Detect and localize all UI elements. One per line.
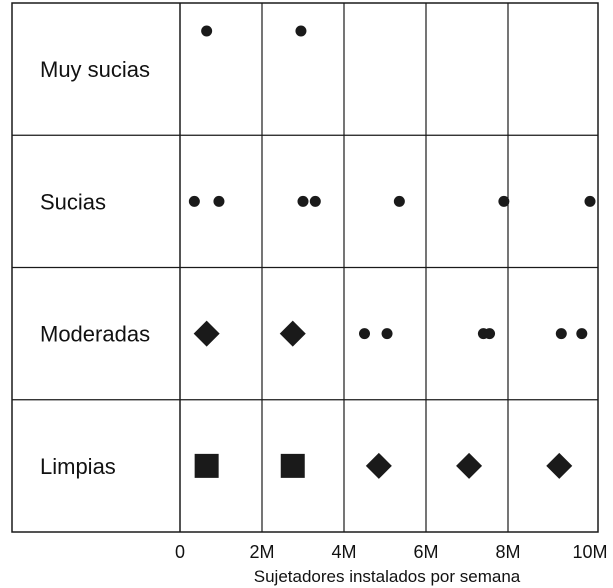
- data-point-circle: [213, 195, 225, 207]
- x-tick-label: 8M: [495, 542, 520, 562]
- category-label: Muy sucias: [40, 57, 150, 82]
- data-point-circle: [295, 25, 307, 37]
- data-point-diamond: [193, 320, 220, 347]
- data-point-circle: [555, 328, 567, 340]
- x-axis-label: Sujetadores instalados por semana: [254, 567, 521, 586]
- data-points: [188, 25, 596, 479]
- data-point-circle: [576, 328, 588, 340]
- data-point-circle: [188, 195, 200, 207]
- data-point-diamond: [279, 320, 306, 347]
- category-label: Sucias: [40, 189, 106, 214]
- data-point-square: [194, 453, 219, 478]
- category-label: Limpias: [40, 454, 116, 479]
- data-point-circle: [484, 328, 496, 340]
- x-tick-label: 0: [175, 542, 185, 562]
- x-tick-label: 4M: [331, 542, 356, 562]
- data-point-circle: [381, 328, 393, 340]
- data-point-diamond: [456, 452, 483, 479]
- chart-grid: [11, 2, 599, 533]
- data-point-square: [280, 453, 305, 478]
- x-tick-label: 6M: [413, 542, 438, 562]
- x-axis-ticks: 0 2M 4M 6M 8M 10M: [175, 542, 608, 562]
- category-label: Moderadas: [40, 322, 150, 347]
- data-point-diamond: [365, 452, 392, 479]
- data-point-circle: [393, 195, 405, 207]
- data-point-circle: [498, 195, 510, 207]
- data-point-circle: [309, 195, 321, 207]
- category-labels: Muy sucias Sucias Moderadas Limpias: [40, 57, 150, 479]
- data-point-circle: [201, 25, 213, 37]
- data-point-diamond: [546, 452, 573, 479]
- data-point-circle: [297, 195, 309, 207]
- data-point-circle: [584, 195, 596, 207]
- x-tick-label: 10M: [572, 542, 607, 562]
- data-point-circle: [359, 328, 370, 340]
- x-tick-label: 2M: [249, 542, 274, 562]
